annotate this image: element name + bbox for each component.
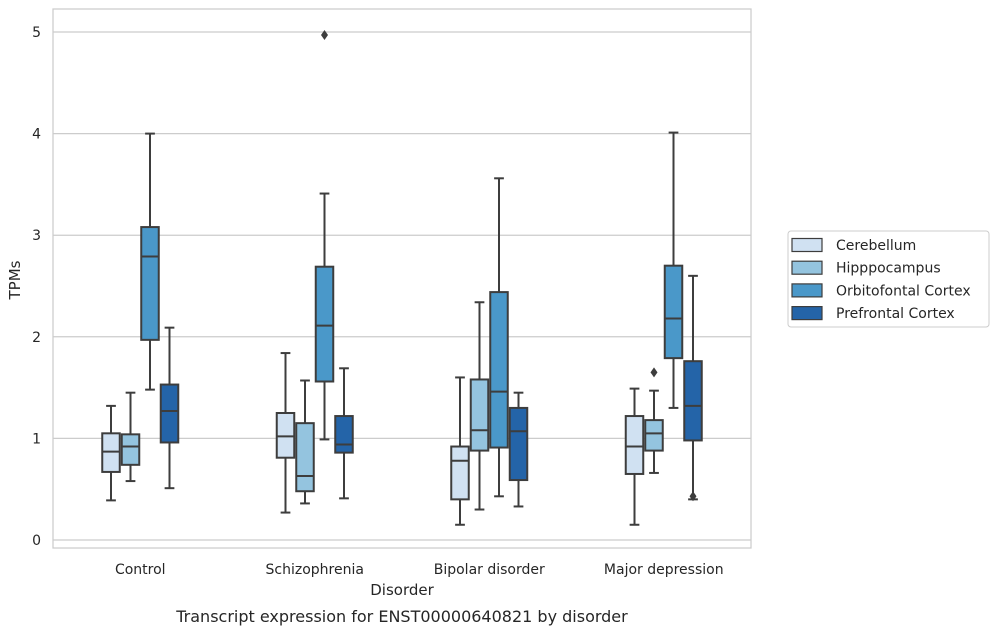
x-tick-label: Major depression: [604, 562, 724, 578]
x-tick-labels: Control Schizophrenia Bipolar disorder Majo…: [115, 562, 724, 578]
box-plot: [275, 352, 296, 514]
y-tick-label: 0: [32, 533, 41, 549]
outlier-point: [689, 491, 697, 502]
box: [101, 432, 121, 473]
outlier-point: [650, 367, 658, 378]
legend: Cerebellum Hipppocampus Orbitofontal Corte…: [787, 230, 990, 328]
y-tick-label: 3: [32, 228, 41, 244]
y-axis-label: TPMs: [6, 260, 24, 300]
y-tick-label: 1: [32, 431, 41, 447]
box-plot: [469, 301, 490, 511]
chart-caption: Transcript expression for ENST0000064082…: [175, 607, 628, 626]
box: [469, 378, 490, 452]
box-plot: [663, 131, 684, 409]
legend-swatch: [791, 237, 823, 253]
box-plot: [489, 177, 509, 498]
box: [120, 433, 141, 466]
box: [314, 265, 335, 383]
boxes: [101, 30, 703, 526]
box-plot: [508, 391, 529, 508]
box: [334, 415, 354, 454]
box-plot: [314, 30, 335, 441]
y-tick-label: 2: [32, 330, 41, 346]
plot-frame: [52, 8, 752, 549]
legend-swatch: [791, 306, 823, 321]
legend-swatch: [791, 283, 823, 298]
box: [624, 415, 645, 475]
box-plot: [295, 379, 315, 505]
y-tick-labels: 0 1 2 3 4 5: [32, 25, 41, 549]
legend-label: Orbitofontal Cortex: [836, 283, 971, 299]
legend-swatch: [791, 260, 823, 275]
box: [683, 360, 703, 442]
box-plot: [101, 404, 121, 502]
legend-label: Prefrontal Cortex: [836, 306, 955, 322]
box: [295, 422, 315, 493]
x-tick-label: Bipolar disorder: [434, 562, 545, 578]
legend-label: Cerebellum: [836, 238, 916, 254]
box-plot: [159, 326, 180, 490]
box: [663, 264, 684, 360]
box: [159, 383, 180, 444]
box-plot: [120, 391, 141, 483]
box-plot: [334, 367, 354, 500]
box-plot: [140, 132, 160, 391]
box: [275, 412, 296, 459]
y-tick-label: 4: [32, 127, 41, 143]
box: [644, 419, 664, 452]
legend-frame: [787, 230, 990, 328]
x-tick-label: Schizophrenia: [266, 562, 364, 578]
x-tick-label: Control: [115, 562, 166, 578]
box: [140, 226, 160, 341]
box: [508, 406, 529, 482]
x-axis-label: Disorder: [370, 581, 434, 599]
legend-label: Hipppocampus: [836, 261, 941, 277]
y-tick-label: 5: [32, 25, 41, 41]
box-plot: [683, 274, 703, 502]
box: [450, 445, 470, 501]
outlier-point: [321, 30, 328, 41]
box: [489, 291, 509, 449]
box-plot: [644, 367, 664, 474]
box-plot: [624, 387, 645, 526]
box-plot: [450, 376, 470, 526]
